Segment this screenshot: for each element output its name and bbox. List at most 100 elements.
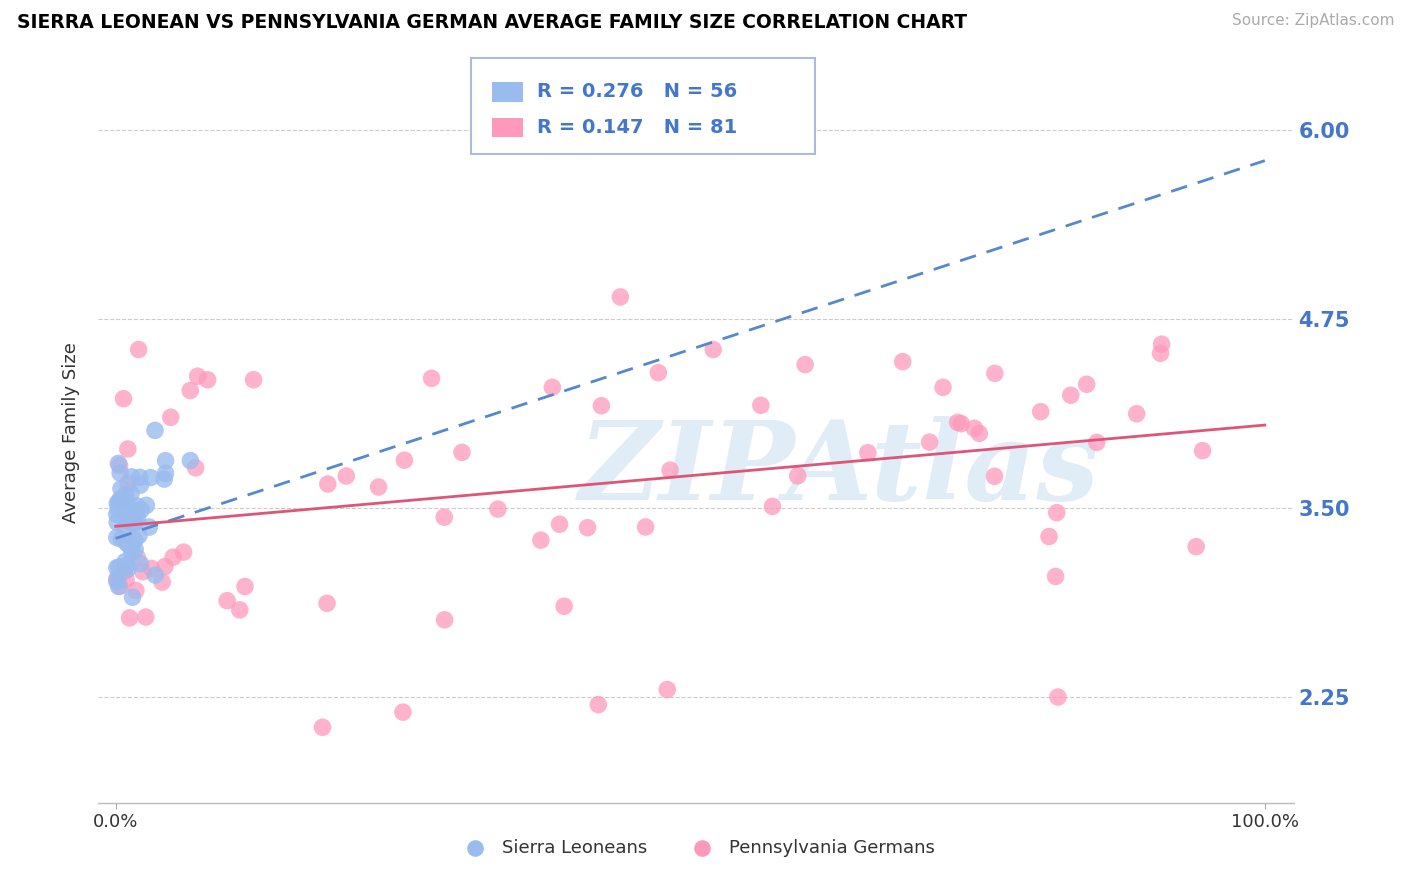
Point bbox=[135, 499, 157, 513]
Point bbox=[588, 698, 610, 712]
Point bbox=[120, 486, 142, 500]
Point bbox=[127, 550, 149, 565]
Point bbox=[108, 492, 131, 507]
Point bbox=[433, 613, 456, 627]
Point bbox=[105, 574, 128, 589]
Point bbox=[591, 399, 613, 413]
Point bbox=[118, 538, 141, 552]
Point bbox=[794, 358, 817, 372]
Text: SIERRA LEONEAN VS PENNSYLVANIA GERMAN AVERAGE FAMILY SIZE CORRELATION CHART: SIERRA LEONEAN VS PENNSYLVANIA GERMAN AV… bbox=[17, 13, 967, 32]
Point bbox=[125, 583, 148, 598]
Point bbox=[105, 572, 128, 586]
Point bbox=[105, 496, 128, 510]
Point bbox=[112, 392, 135, 406]
Point bbox=[173, 545, 195, 559]
Point bbox=[132, 565, 155, 579]
Point bbox=[963, 421, 986, 435]
Point bbox=[233, 579, 256, 593]
Point bbox=[316, 596, 339, 610]
Point bbox=[121, 545, 143, 559]
Point bbox=[110, 532, 132, 546]
Point bbox=[983, 469, 1005, 483]
Point bbox=[184, 460, 207, 475]
Point bbox=[1085, 435, 1108, 450]
Point bbox=[153, 559, 176, 574]
Point bbox=[367, 480, 389, 494]
Point bbox=[530, 533, 553, 548]
Point bbox=[105, 516, 128, 530]
Point bbox=[1185, 540, 1208, 554]
Point bbox=[486, 502, 509, 516]
Point bbox=[108, 560, 131, 574]
Point bbox=[112, 565, 135, 579]
Point bbox=[420, 371, 443, 385]
Point bbox=[124, 512, 146, 526]
Point bbox=[311, 720, 333, 734]
Point bbox=[118, 508, 141, 522]
Point bbox=[117, 442, 139, 456]
Point bbox=[108, 579, 131, 593]
Point bbox=[143, 424, 166, 438]
Point bbox=[1191, 443, 1213, 458]
Point bbox=[135, 610, 157, 624]
Point bbox=[139, 470, 162, 484]
Point bbox=[394, 453, 416, 467]
Point bbox=[1150, 337, 1173, 351]
Point bbox=[1149, 346, 1171, 360]
Point bbox=[112, 494, 135, 508]
Point bbox=[124, 503, 146, 517]
Point bbox=[229, 603, 252, 617]
Point bbox=[105, 531, 128, 545]
Point bbox=[105, 508, 128, 522]
Point bbox=[179, 384, 201, 398]
Point bbox=[634, 520, 657, 534]
Point bbox=[159, 410, 181, 425]
Point bbox=[125, 508, 148, 522]
Point bbox=[138, 520, 160, 534]
Point bbox=[107, 579, 129, 593]
Point bbox=[129, 503, 152, 517]
Y-axis label: Average Family Size: Average Family Size bbox=[62, 343, 80, 523]
Point bbox=[950, 417, 973, 431]
Point bbox=[124, 542, 146, 557]
Point bbox=[162, 550, 184, 565]
Point bbox=[659, 463, 682, 477]
Point bbox=[1060, 388, 1083, 402]
Point bbox=[749, 398, 772, 412]
Point bbox=[316, 477, 339, 491]
Point bbox=[553, 599, 575, 614]
Point bbox=[118, 611, 141, 625]
Point bbox=[761, 500, 783, 514]
Point bbox=[128, 343, 150, 357]
Point bbox=[150, 575, 173, 590]
Point bbox=[1046, 506, 1069, 520]
Point bbox=[891, 354, 914, 368]
Point bbox=[124, 533, 146, 548]
Point bbox=[657, 682, 679, 697]
Point bbox=[128, 470, 150, 484]
Text: R = 0.147   N = 81: R = 0.147 N = 81 bbox=[537, 118, 737, 137]
Point bbox=[969, 426, 991, 441]
Point bbox=[1076, 377, 1098, 392]
Point bbox=[179, 453, 201, 467]
Point bbox=[153, 472, 176, 486]
Point bbox=[118, 516, 141, 530]
Point bbox=[108, 494, 131, 508]
Point bbox=[576, 521, 599, 535]
Point bbox=[115, 536, 138, 550]
Point bbox=[786, 468, 808, 483]
Point bbox=[121, 540, 143, 554]
Point bbox=[117, 562, 139, 576]
Point bbox=[107, 569, 129, 583]
Point bbox=[702, 343, 724, 357]
Point bbox=[121, 470, 143, 484]
Point bbox=[335, 469, 357, 483]
Point bbox=[128, 528, 150, 542]
Point bbox=[392, 705, 415, 719]
Point bbox=[141, 561, 163, 575]
Point bbox=[187, 369, 209, 384]
Point bbox=[108, 466, 131, 480]
Point bbox=[105, 561, 128, 575]
Point bbox=[115, 513, 138, 527]
Point bbox=[1045, 569, 1067, 583]
